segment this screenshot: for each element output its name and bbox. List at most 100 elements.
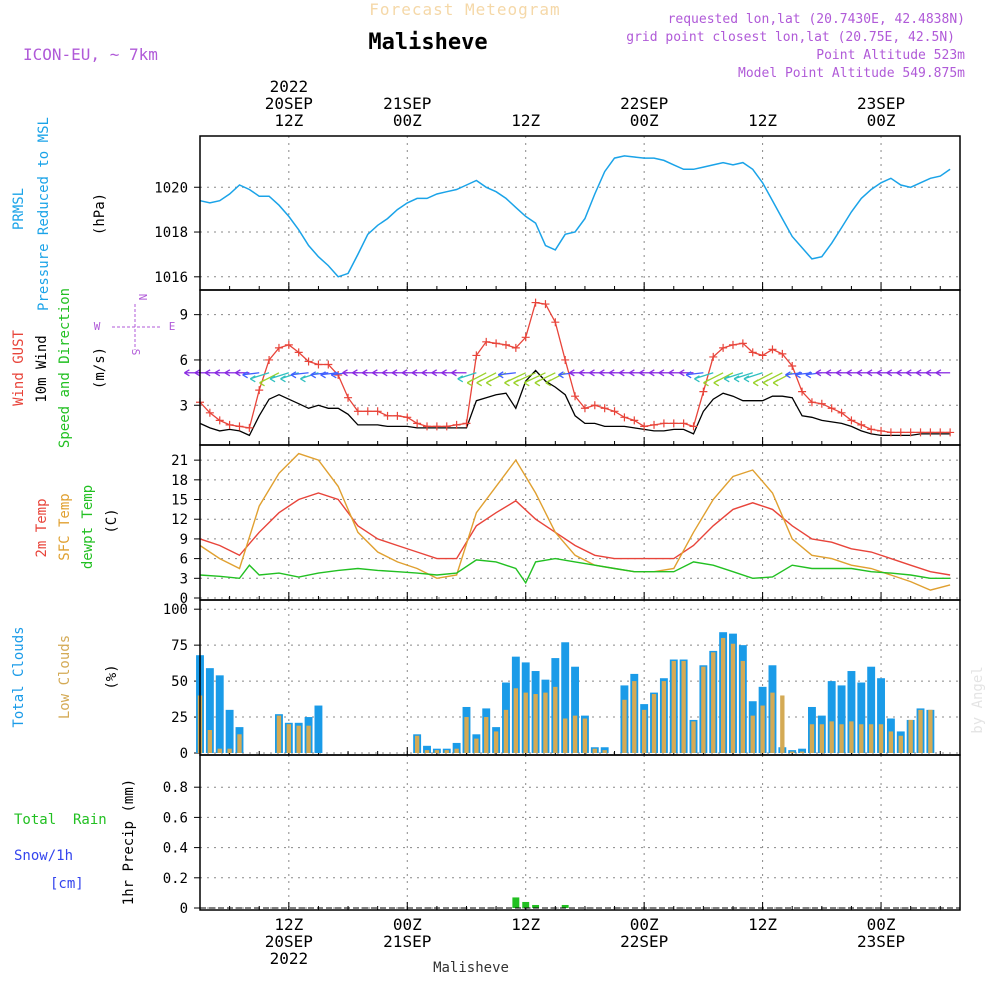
- gust-marker: [215, 416, 224, 425]
- gust-marker: [906, 428, 915, 437]
- gust-marker: [679, 419, 688, 428]
- wind-arrow-head: [905, 369, 912, 377]
- wind-arrow-head: [752, 379, 759, 387]
- gust-marker: [650, 420, 659, 429]
- panel-border: [199, 135, 961, 291]
- low-cloud-bar: [503, 709, 509, 753]
- time-bottom-label: 12Z: [274, 915, 303, 934]
- gust-marker: [936, 428, 945, 437]
- dewpoint-line: [199, 557, 951, 585]
- low-cloud-bar: [730, 643, 736, 753]
- gust-marker: [867, 425, 876, 434]
- wind-arrow: [457, 372, 477, 380]
- time-top-label: 12Z: [748, 111, 777, 130]
- low-cloud-bar: [740, 660, 746, 753]
- low-cloud-bar: [622, 699, 627, 753]
- gust-marker: [620, 413, 629, 422]
- model-altitude: Model Point Altitude 549.875m: [738, 66, 965, 81]
- y-tick-label: 25: [171, 710, 188, 726]
- gust-marker: [640, 422, 649, 431]
- gust-marker: [541, 300, 550, 309]
- wind-arrow-head: [534, 379, 541, 387]
- y-tick-label: 9: [180, 308, 188, 324]
- point-altitude: Point Altitude 523m: [816, 48, 965, 63]
- low-cloud-bar: [484, 717, 489, 753]
- low-cloud-bar: [414, 735, 420, 753]
- gust-marker: [274, 343, 283, 352]
- snow-unit-label: [cm]: [50, 876, 84, 892]
- gust-marker: [235, 422, 244, 431]
- total-cloud-bar: [205, 668, 214, 753]
- gust-marker: [827, 404, 836, 413]
- y-tick-label: 1016: [154, 270, 188, 286]
- gust-marker: [245, 423, 254, 432]
- low-cloud-bar: [434, 750, 440, 753]
- time-top-label: 12Z: [274, 111, 303, 130]
- wind-arrow-head: [242, 371, 248, 379]
- y-tick-label: 50: [171, 674, 188, 690]
- wind-arrow-head: [342, 369, 348, 377]
- low-cloud-bar: [681, 660, 686, 753]
- y-tick-label: 75: [171, 638, 188, 654]
- gust-marker: [877, 426, 886, 435]
- gust-marker: [798, 387, 807, 396]
- wind-arrow-head: [545, 379, 552, 387]
- wind-arrow-head: [300, 375, 306, 383]
- low-cloud-bar: [592, 748, 597, 753]
- wind-arrow-head: [743, 375, 750, 383]
- low-cloud-label: Low Clouds: [57, 635, 73, 719]
- low-cloud-bar: [306, 725, 311, 753]
- wind-arrow-head: [320, 371, 326, 379]
- wind-arrow-head: [668, 369, 675, 377]
- gust-marker: [561, 355, 570, 364]
- total-cloud-bar: [452, 742, 461, 753]
- wind-arrow-head: [421, 369, 428, 377]
- time-bottom-label: 21SEP: [383, 932, 431, 951]
- wind-arrow: [498, 372, 516, 376]
- gust-marker: [423, 422, 432, 431]
- time-top-label: 23SEP: [857, 94, 905, 113]
- total-cloud-bar: [877, 678, 885, 753]
- wind-arrow-head: [352, 369, 358, 377]
- wind-arrow-head: [569, 369, 575, 377]
- low-cloud-bar: [296, 725, 301, 753]
- time-bottom-label: 12Z: [748, 915, 777, 934]
- wind-arrow-head: [608, 369, 615, 377]
- rain-bar: [561, 904, 569, 908]
- wind-arrow-head: [876, 369, 883, 377]
- low-cloud-bar: [701, 666, 706, 753]
- gust-marker: [531, 298, 540, 307]
- gust-marker: [758, 351, 767, 360]
- gust-marker: [857, 420, 866, 429]
- wind-arrow-head: [805, 371, 812, 379]
- wind-arrow: [250, 372, 270, 380]
- wind-arrow-head: [451, 369, 457, 377]
- y-tick-label: 0.4: [163, 841, 188, 857]
- precip-axis-label: 1hr Precip (mm): [121, 779, 137, 905]
- cloud-panel: 0 25 50 75 100: [163, 600, 960, 762]
- wind-arrow-head: [431, 369, 438, 377]
- y-tick-label: 18: [171, 473, 188, 489]
- gust-marker: [294, 348, 303, 357]
- wind-arrow-head: [235, 369, 241, 377]
- low-cloud-bar: [424, 750, 430, 753]
- wind-arrow-head: [371, 369, 378, 377]
- gust-label: Wind GUST: [11, 330, 27, 406]
- y-tick-label: 3: [180, 571, 188, 587]
- wind-arrow-head: [648, 369, 655, 377]
- gust-marker: [265, 355, 274, 364]
- low-cloud-bar: [918, 709, 923, 753]
- wind-arrow-head: [578, 369, 585, 377]
- gust-marker: [600, 404, 609, 413]
- time-top-label: 00Z: [867, 111, 896, 130]
- wind-arrow-head: [441, 369, 447, 377]
- gust-marker: [413, 419, 422, 428]
- wind-arrow-head: [629, 369, 635, 377]
- gust-marker: [886, 428, 895, 437]
- low-cloud-bar: [474, 738, 479, 753]
- low-cloud-bar: [632, 681, 637, 753]
- watermark: by Angel: [970, 666, 986, 733]
- total-cloud-bar: [857, 682, 866, 753]
